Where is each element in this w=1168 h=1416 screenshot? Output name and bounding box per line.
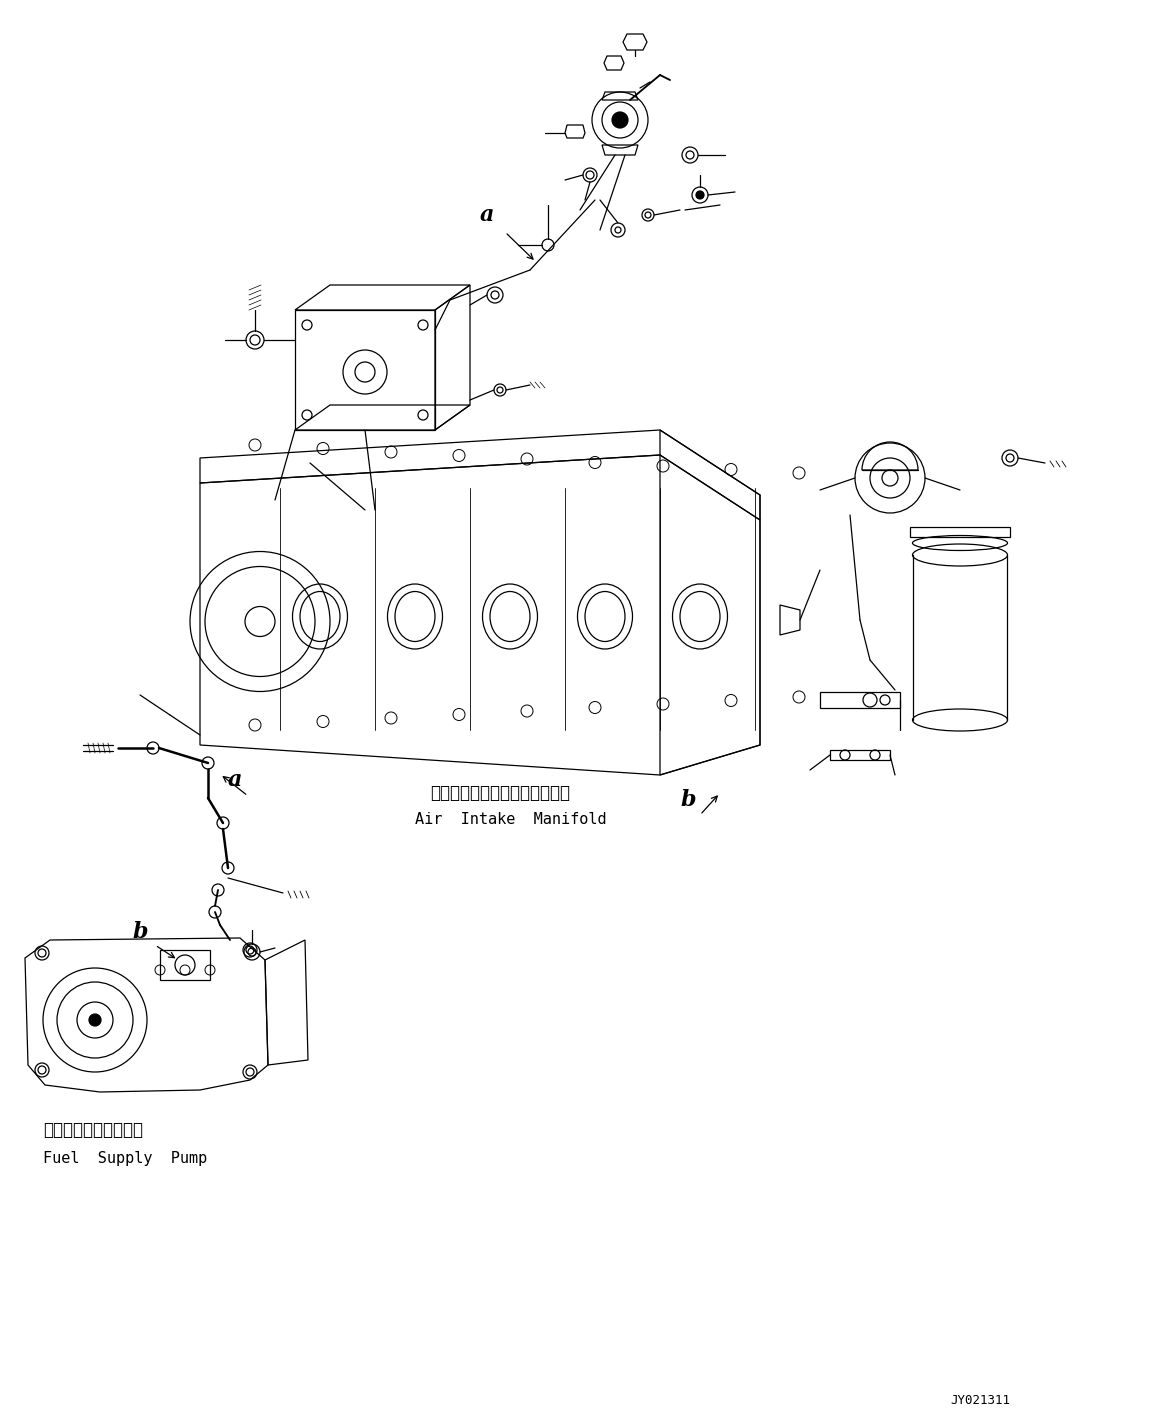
Text: エアーインテークマニホールド: エアーインテークマニホールド <box>430 784 570 801</box>
Circle shape <box>89 1014 100 1027</box>
Circle shape <box>696 191 704 200</box>
Circle shape <box>612 112 628 127</box>
Text: フェルサプライポンプ: フェルサプライポンプ <box>43 1121 142 1138</box>
Text: a: a <box>228 769 243 792</box>
Text: Air  Intake  Manifold: Air Intake Manifold <box>415 813 606 827</box>
Text: a: a <box>480 204 494 227</box>
Text: b: b <box>680 789 695 811</box>
Text: JY021311: JY021311 <box>950 1393 1010 1406</box>
Text: Fuel  Supply  Pump: Fuel Supply Pump <box>43 1150 207 1165</box>
Text: b: b <box>132 920 147 943</box>
